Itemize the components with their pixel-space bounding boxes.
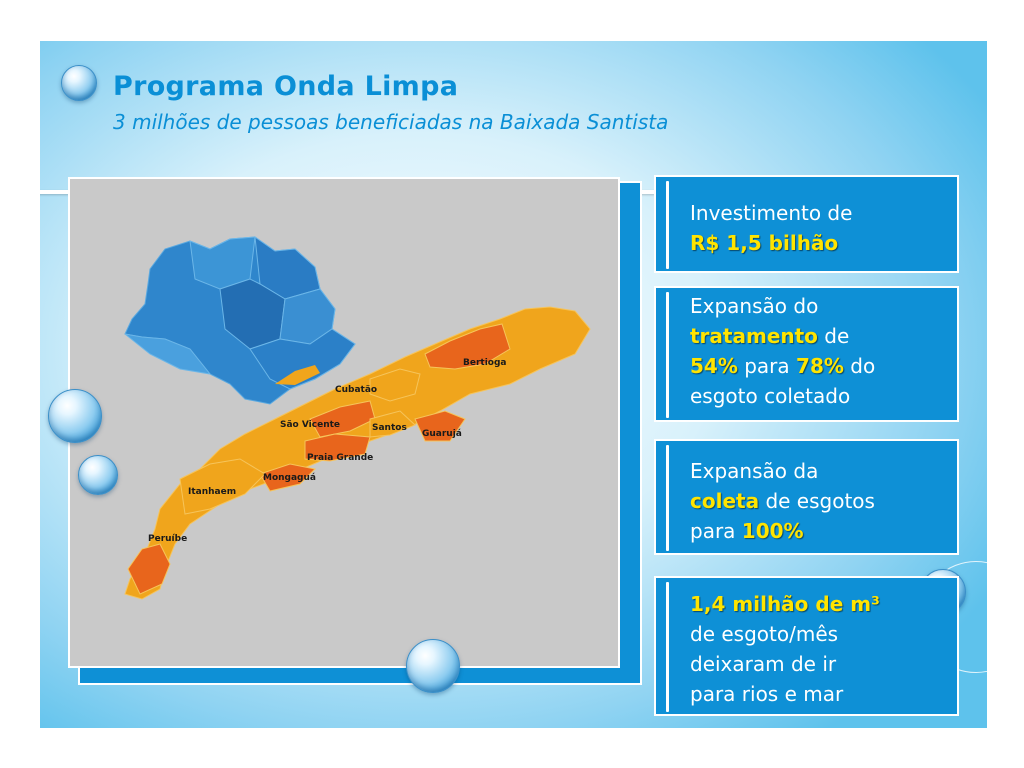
panel-volume-text: 1,4 milhão de m³ de esgoto/mês deixaram … <box>690 589 880 709</box>
label-bertioga: Bertioga <box>463 358 507 368</box>
tratamento-pre: Expansão do <box>690 294 819 318</box>
label-cubatao: Cubatão <box>335 385 377 395</box>
map-labels: Bertioga Cubatão São Vicente Santos Guar… <box>148 358 507 544</box>
tratamento-post: esgoto coletado <box>690 384 851 408</box>
tratamento-to: 78% <box>796 354 844 378</box>
panel-investimento: Investimento de R$ 1,5 bilhão <box>654 175 959 273</box>
tratamento-para: para <box>744 354 790 378</box>
page-title: Programa Onda Limpa <box>113 71 459 102</box>
investimento-line1: Investimento de <box>690 201 853 225</box>
panel-investimento-text: Investimento de R$ 1,5 bilhão <box>690 198 852 258</box>
tratamento-mid: de <box>824 324 850 348</box>
tratamento-from: 54% <box>690 354 738 378</box>
panel-volume: 1,4 milhão de m³ de esgoto/mês deixaram … <box>654 576 959 716</box>
coleta-keyword: coleta <box>690 489 760 513</box>
panel-bar <box>666 292 669 418</box>
bubble-left-small <box>78 455 118 495</box>
label-mongagua: Mongaguá <box>263 473 316 483</box>
bubble-title <box>61 65 97 101</box>
panel-coleta: Expansão da coleta de esgotos para 100% <box>654 439 959 555</box>
state-map <box>124 235 356 405</box>
coleta-mid: de esgotos <box>765 489 875 513</box>
label-santos: Santos <box>372 423 407 433</box>
panel-bar <box>666 582 669 712</box>
panel-bar <box>666 181 669 269</box>
volume-value: 1,4 milhão de m³ <box>690 592 880 616</box>
label-sao-vicente: São Vicente <box>280 420 340 430</box>
label-itanhaem: Itanhaem <box>188 487 236 497</box>
bubble-bottom <box>406 639 460 693</box>
slide: Programa Onda Limpa 3 milhões de pessoas… <box>40 41 987 728</box>
label-guaruja: Guarujá <box>422 429 462 439</box>
coleta-para: para <box>690 519 736 543</box>
panel-coleta-text: Expansão da coleta de esgotos para 100% <box>690 456 875 546</box>
label-praia-grande: Praia Grande <box>307 453 373 463</box>
volume-line2: de esgoto/mês <box>690 622 839 646</box>
tratamento-keyword: tratamento <box>690 324 818 348</box>
label-peruibe: Peruíbe <box>148 534 187 544</box>
page-subtitle: 3 milhões de pessoas beneficiadas na Bai… <box>113 110 669 134</box>
investimento-value: R$ 1,5 bilhão <box>690 231 839 255</box>
panel-tratamento-text: Expansão do tratamento de 54% para 78% d… <box>690 291 875 411</box>
volume-line3: deixaram de ir <box>690 652 837 676</box>
map-frame: Bertioga Cubatão São Vicente Santos Guar… <box>68 177 620 668</box>
volume-line4: para rios e mar <box>690 682 844 706</box>
coleta-value: 100% <box>741 519 804 543</box>
panel-bar <box>666 445 669 551</box>
coleta-pre: Expansão da <box>690 459 819 483</box>
bubble-left-large <box>48 389 102 443</box>
panel-tratamento: Expansão do tratamento de 54% para 78% d… <box>654 286 959 422</box>
coast-map <box>124 306 591 600</box>
tratamento-do: do <box>850 354 876 378</box>
map-illustration: Bertioga Cubatão São Vicente Santos Guar… <box>124 235 591 600</box>
